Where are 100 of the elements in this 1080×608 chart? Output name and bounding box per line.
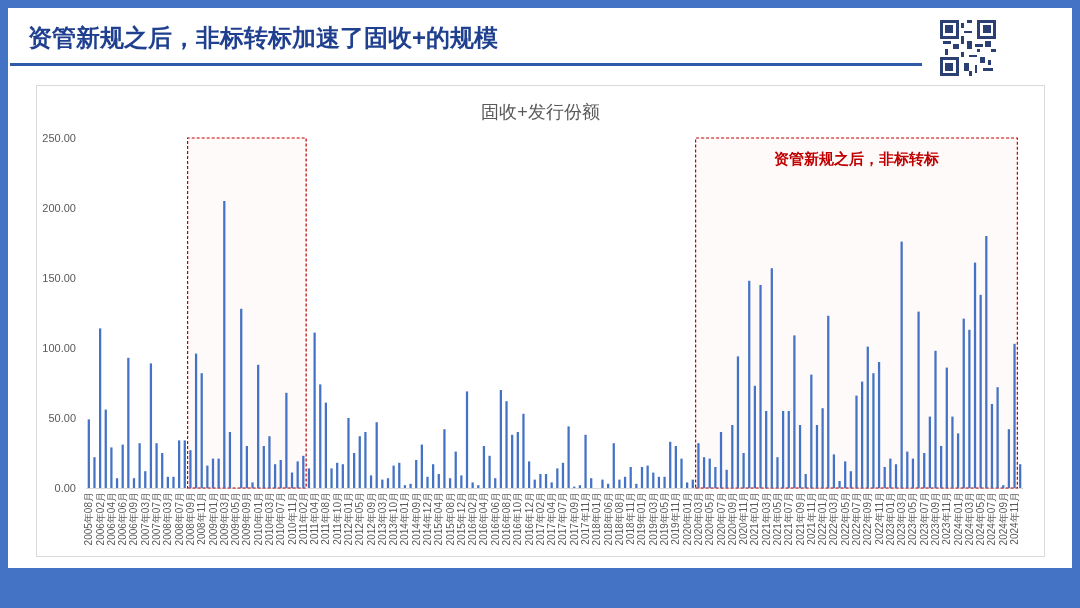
bar (522, 413, 525, 488)
bar (1013, 343, 1016, 488)
x-tick-label: 2011年02月 (297, 492, 309, 545)
x-tick-label: 2024年07月 (986, 492, 998, 546)
bar (855, 395, 858, 488)
bar (505, 401, 508, 488)
y-tick-label: 0.00 (54, 482, 76, 494)
bar (821, 408, 824, 488)
x-tick-label: 2016年04月 (478, 492, 490, 546)
x-tick-label: 2022年01月 (817, 492, 829, 546)
bar (115, 478, 119, 488)
x-tick-label: 2011年08月 (320, 492, 332, 545)
bar (917, 311, 920, 488)
x-tick-label: 2006年06月 (117, 492, 129, 546)
x-tick-label: 2016年12月 (523, 492, 535, 546)
bar (386, 478, 390, 488)
x-tick-label: 2010年01月 (252, 492, 264, 546)
x-tick-label: 2020年01月 (681, 492, 693, 546)
x-tick-label: 2014年12月 (422, 492, 433, 546)
x-tick-label: 2023年11月 (941, 492, 953, 545)
bar (793, 335, 796, 488)
bar (759, 285, 762, 488)
x-tick-label: 2020年05月 (704, 492, 716, 546)
bar (443, 429, 446, 488)
x-tick-label: 2014年09月 (410, 492, 422, 546)
x-tick-label: 2023年09月 (930, 492, 942, 546)
y-tick-label: 200.00 (42, 202, 76, 214)
y-tick-label: 100.00 (42, 342, 76, 354)
bar (996, 387, 999, 488)
x-tick-label: 2009年03月 (218, 492, 230, 546)
bar (686, 482, 689, 488)
x-tick-label: 2023年05月 (907, 492, 919, 546)
x-tick-label: 2024年03月 (963, 492, 975, 546)
bar (742, 453, 745, 488)
x-tick-label: 2022年11月 (873, 492, 885, 545)
bar (155, 443, 158, 488)
x-tick-label: 2008年09月 (184, 492, 196, 546)
x-tick-label: 2017年09月 (568, 492, 580, 546)
bar (584, 434, 587, 488)
bar (539, 474, 542, 488)
bar (567, 426, 570, 488)
bar (618, 479, 621, 488)
x-tick-label: 2023年07月 (918, 492, 930, 546)
x-tick-label: 2020年07月 (715, 492, 727, 546)
x-tick-label: 2008年11月 (196, 492, 208, 545)
x-tick-label: 2013年10月 (388, 492, 400, 546)
bar (697, 443, 700, 488)
x-tick-label: 2021年09月 (794, 492, 806, 546)
x-tick-label: 2021年05月 (771, 492, 783, 546)
bar (494, 478, 497, 488)
x-tick-label: 2023年03月 (896, 492, 908, 546)
x-tick-label: 2006年04月 (105, 492, 117, 546)
bar (426, 476, 429, 488)
x-tick-label: 2019年01月 (636, 492, 648, 546)
x-tick-label: 2016年08月 (501, 492, 513, 546)
x-tick-label: 2017年07月 (557, 492, 569, 546)
x-tick-label: 2014年01月 (399, 492, 411, 546)
x-tick-label: 2010年11月 (286, 492, 298, 545)
bar (409, 483, 412, 488)
x-tick-label: 2009年09月 (241, 492, 253, 546)
bar (138, 443, 141, 488)
x-tick-label: 2024年01月 (952, 492, 964, 546)
x-tick-label: 2018年01月 (591, 492, 603, 546)
x-tick-label: 2018年11月 (625, 492, 637, 545)
x-tick-label: 2019年11月 (670, 492, 682, 545)
x-tick-label: 2011年10月 (331, 492, 343, 545)
bar (93, 457, 96, 488)
bar (968, 329, 971, 488)
bar (313, 332, 316, 488)
x-tick-label: 2016年02月 (467, 492, 479, 546)
x-tick-label: 2021年01月 (749, 492, 761, 546)
x-tick-label: 2013年03月 (376, 492, 388, 546)
bar (951, 416, 954, 488)
y-tick-label: 150.00 (42, 272, 76, 284)
x-tick-label: 2010年03月 (263, 492, 275, 546)
bar (680, 458, 683, 488)
x-tick-label: 2015年08月 (444, 492, 456, 546)
x-tick-label: 2022年07月 (850, 492, 862, 546)
x-tick-label: 2017年11月 (580, 492, 592, 545)
bar (872, 373, 875, 488)
x-tick-label: 2017年04月 (546, 492, 558, 546)
bar (347, 418, 350, 488)
x-tick-label: 2007年07月 (151, 492, 163, 546)
bar (663, 476, 666, 488)
x-tick-label: 2022年05月 (839, 492, 851, 546)
band-label: 资管新规之后，非标转标 (773, 150, 939, 168)
x-tick-label: 2021年03月 (760, 492, 772, 546)
x-tick-label: 2019年05月 (659, 492, 671, 546)
x-tick-label: 2011年04月 (309, 492, 321, 545)
bar (471, 482, 474, 488)
x-tick-label: 2019年03月 (647, 492, 659, 546)
bar (590, 478, 593, 488)
x-tick-label: 2009年01月 (207, 492, 219, 546)
bar (488, 455, 491, 488)
bar (844, 461, 847, 488)
bar (578, 485, 582, 488)
bar (776, 457, 779, 488)
x-tick-label: 2008年07月 (173, 492, 185, 546)
x-tick-label: 2006年09月 (128, 492, 140, 546)
x-tick-label: 2020年03月 (692, 492, 704, 546)
